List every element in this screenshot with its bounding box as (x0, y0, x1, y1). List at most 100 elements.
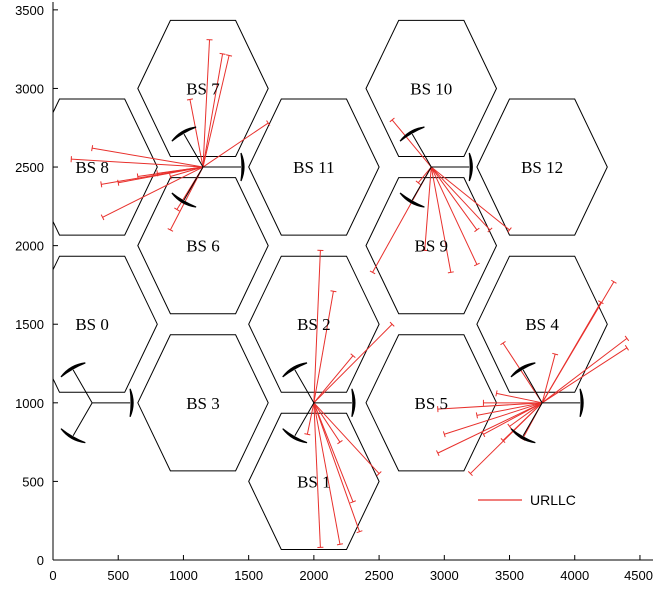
urllc-user-links (70, 39, 630, 549)
urllc-user-point (219, 52, 226, 55)
y-tick-label: 2000 (15, 239, 44, 254)
x-tick-label: 2500 (365, 568, 394, 583)
urllc-user-point (495, 390, 498, 397)
urllc-user-point (500, 341, 506, 346)
urllc-link (541, 337, 628, 404)
antenna-feed (522, 402, 543, 436)
cell-label: BS 12 (521, 158, 563, 177)
urllc-user-point (226, 54, 233, 57)
cell-label: BS 7 (186, 79, 220, 98)
urllc-link (102, 166, 204, 218)
hex-cell-8 (53, 98, 158, 236)
urllc-user-point (350, 353, 356, 358)
x-tick-label: 0 (49, 568, 56, 583)
urllc-user-point (330, 290, 337, 293)
urllc-link (476, 402, 543, 416)
x-tick-label: 3500 (495, 568, 524, 583)
urllc-link (502, 402, 543, 441)
urllc-user-point (507, 423, 512, 430)
urllc-link (502, 342, 543, 404)
urllc-user-point (117, 179, 120, 186)
urllc-link (541, 301, 602, 404)
hex-cell-11 (248, 98, 380, 236)
urllc-user-point (356, 530, 363, 534)
urllc-link (313, 402, 341, 545)
antenna-feed (294, 402, 315, 436)
y-tick-label: 3500 (15, 3, 44, 18)
antenna-feed (411, 133, 432, 168)
cell-label: BS 3 (186, 394, 220, 413)
urllc-user-point (174, 207, 180, 212)
cell-labels: BS 0 BS 1 BS 2 BS 3 BS 4 BS 5 BS 6 BS 7 BS 8 BS 9… (75, 79, 563, 491)
hex-cell-10 (365, 19, 498, 157)
urllc-link (313, 250, 321, 403)
urllc-user-point (100, 181, 103, 188)
urllc-link (202, 53, 224, 168)
urllc-link (118, 166, 204, 184)
x-tick-label: 500 (107, 568, 129, 583)
urllc-user-point (389, 117, 395, 123)
urllc-link (391, 119, 432, 168)
antenna-icon (240, 152, 245, 182)
urllc-link (496, 392, 543, 404)
hex-cell-1 (248, 412, 380, 550)
urllc-link (430, 166, 452, 273)
urllc-link (430, 166, 491, 231)
cell-label: BS 5 (414, 394, 448, 413)
antenna-icon (510, 428, 536, 444)
urllc-user-point (304, 433, 311, 436)
urllc-link (313, 355, 354, 404)
legend: URLLC (478, 492, 576, 508)
urllc-user-point (376, 471, 382, 476)
urllc-link (313, 323, 393, 404)
urllc-user-point (507, 227, 512, 233)
urllc-link (202, 55, 230, 168)
urllc-user-point (369, 270, 376, 275)
x-tick-label: 1000 (169, 568, 198, 583)
urllc-link (71, 158, 204, 168)
antenna-feed (72, 402, 93, 436)
hex-cell-3 (137, 334, 269, 472)
antenna-feed (72, 369, 93, 404)
antenna-icon (351, 388, 356, 418)
urllc-link (541, 353, 556, 403)
hex-cell-9 (365, 177, 498, 315)
antenna-feed (294, 369, 315, 404)
y-tick-label: 0 (37, 553, 44, 568)
antenna-icon (468, 152, 473, 182)
cell-label: BS 10 (410, 79, 452, 98)
urllc-user-point (474, 227, 480, 233)
urllc-link (437, 402, 543, 454)
urllc-link (202, 39, 211, 168)
x-tick-label: 4000 (560, 568, 589, 583)
x-tick-label: 3000 (430, 568, 459, 583)
urllc-link (417, 166, 432, 184)
urllc-link (424, 167, 432, 251)
urllc-link (306, 402, 315, 435)
urllc-user-point (169, 173, 172, 180)
antenna-icon (171, 126, 197, 142)
urllc-link (189, 99, 204, 168)
antenna-icon (171, 192, 197, 208)
cell-label: BS 4 (525, 315, 559, 334)
urllc-link (437, 402, 543, 410)
legend-label: URLLC (530, 492, 576, 508)
urllc-link (483, 402, 543, 435)
urllc-link (92, 147, 204, 168)
hex-cell-2 (248, 255, 380, 393)
urllc-user-point (447, 271, 454, 274)
antenna-markers (60, 126, 584, 444)
antenna-icon (579, 388, 584, 418)
antenna-icon (282, 362, 308, 378)
antenna-feed (411, 166, 432, 201)
urllc-link (313, 402, 321, 548)
antenna-icon (282, 428, 308, 444)
urllc-user-point (336, 543, 343, 546)
urllc-link (313, 291, 334, 403)
x-tick-label: 1500 (234, 568, 263, 583)
urllc-link (541, 347, 628, 404)
urllc-user-point (415, 180, 421, 186)
urllc-user-point (473, 262, 480, 267)
cell-label: BS 1 (297, 472, 331, 491)
